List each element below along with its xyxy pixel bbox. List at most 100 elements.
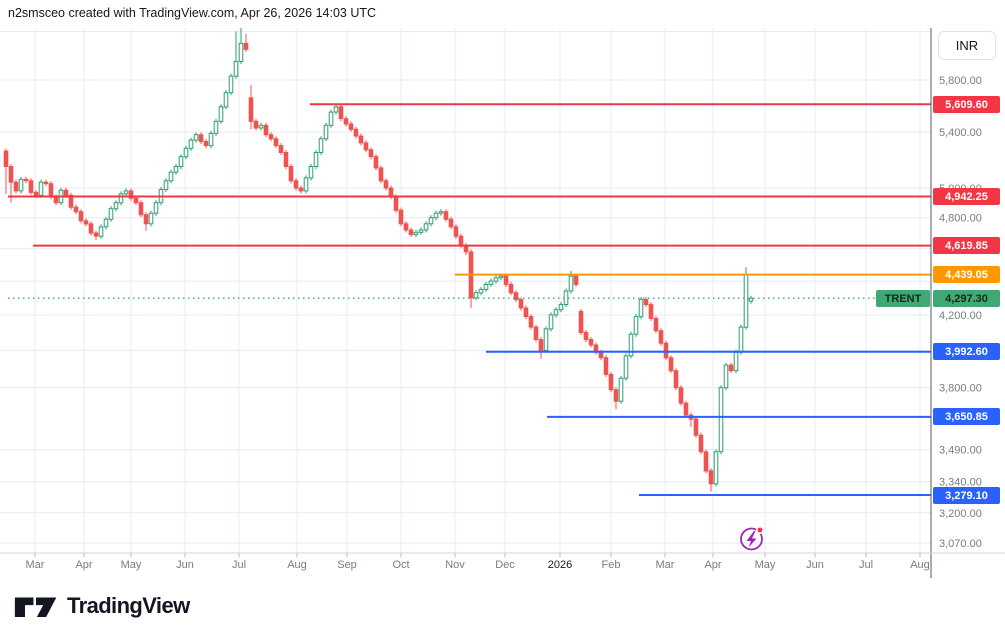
candle-body [303,177,309,192]
candle-body [143,214,149,225]
candle-body [573,275,579,285]
candle-body [708,470,714,485]
candle-body [718,387,724,453]
candle-body [528,316,534,328]
y-axis-price-label: 3,340.00 [939,477,982,489]
candle-body [8,166,14,183]
candle-body [148,212,154,225]
candle-body [403,223,409,231]
candle-body [333,106,339,113]
candle-body [418,229,424,233]
candle-body [643,299,649,306]
x-axis-month-label: Feb [602,559,621,571]
candle-body [723,364,729,389]
candle-body [388,187,394,198]
candle-body [478,288,484,294]
candle-body [308,166,314,179]
candle-body [553,309,559,316]
x-axis-month-label: Dec [495,559,515,571]
candle-body [613,389,619,402]
candle-body [493,277,499,282]
candle-body [678,387,684,404]
y-axis-price-label: 5,400.00 [939,127,982,139]
x-axis-month-label: Mar [26,559,45,571]
candle-body [288,166,294,182]
candle-body [198,134,204,142]
candle-body [698,434,704,453]
candle-body [458,235,464,247]
candle-body [558,304,564,311]
candle-body [183,147,189,158]
candle-body [413,231,419,236]
candle-body [518,299,524,309]
x-axis-month-label: Jul [232,559,246,571]
candle-body [628,333,634,357]
price-axis-badge[interactable]: 3,992.60 [933,343,1000,360]
candle-body [113,202,119,210]
candle-body [378,167,384,182]
price-axis-badge[interactable]: 3,650.85 [933,408,1000,425]
candle-body [538,339,544,351]
lightning-action-icon[interactable] [740,526,764,551]
candle-body [498,275,504,279]
candle-body [508,283,514,294]
candle-body [38,181,44,196]
price-axis-badge[interactable]: 5,609.60 [933,96,1000,113]
candle-body [673,370,679,389]
candle-body [238,42,244,62]
symbol-label[interactable]: TRENT [876,290,930,307]
candle-body [273,138,279,147]
candle-body [603,357,609,375]
price-axis-badge[interactable]: 4,619.85 [933,237,1000,254]
notification-dot [756,526,764,534]
price-axis-badge[interactable]: 4,297.30 [933,290,1000,307]
candle-body [713,451,719,485]
y-axis-price-label: 5,800.00 [939,75,982,87]
candle-body [33,191,39,196]
candle-body [348,123,354,130]
candle-body [83,220,89,225]
price-axis-badge[interactable]: 4,942.25 [933,188,1000,205]
candle-body [278,145,284,154]
candle-body [88,223,94,234]
candle-body [543,328,549,351]
price-axis-badge[interactable]: 4,439.05 [933,266,1000,283]
candle-body [98,226,104,237]
candle-body [13,181,19,192]
tradingview-logo[interactable]: TradingView [14,593,190,619]
candle-body [663,342,669,359]
candle-body [213,120,219,134]
currency-button[interactable]: INR [938,31,996,60]
x-axis-month-label: Mar [656,559,675,571]
candle-body [293,180,299,189]
candle-body [438,211,444,214]
candle-body [163,180,169,191]
x-axis-month-label: Sep [337,559,357,571]
candle-body [618,377,624,402]
candle-body [53,196,59,204]
y-axis-price-label: 3,800.00 [939,383,982,395]
candle-body [253,120,259,129]
candle-body [393,196,399,211]
candle-body [443,211,449,220]
candle-body [328,111,334,126]
candle-body [703,451,709,472]
candle-body [583,331,589,340]
attribution-text: n2smsceo created with TradingView.com, A… [8,6,377,20]
candle-body [738,326,744,353]
candle-body [128,190,134,199]
candle-body [173,166,179,173]
candle-body [313,152,319,167]
candle-body [138,202,144,216]
candle-body [523,307,529,318]
candle-body [448,218,454,228]
candle-body [168,171,174,182]
candle-body [283,152,289,167]
price-axis-badge[interactable]: 3,279.10 [933,487,1000,504]
candle-body [653,317,659,332]
x-axis-month-label: Aug [910,559,930,571]
candle-body [568,275,574,292]
candle-body [298,187,304,192]
candle-body [208,132,214,147]
candle-body [108,208,114,220]
